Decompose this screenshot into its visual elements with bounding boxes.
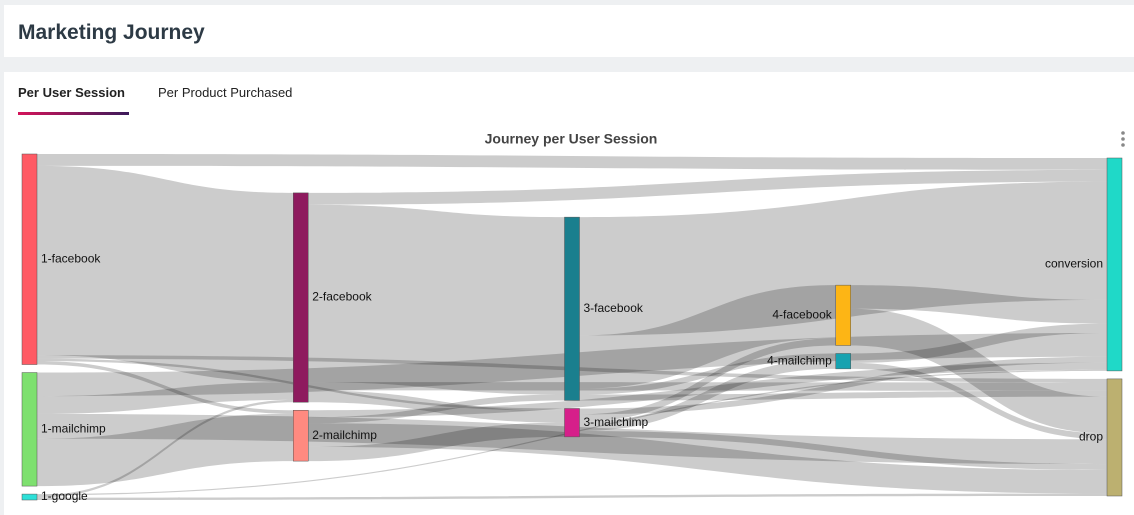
node-label: 2-facebook (312, 290, 372, 304)
node (21, 372, 38, 487)
tab-underline (18, 112, 129, 115)
node-label: 1-google (41, 489, 88, 503)
link (37, 493, 1107, 500)
link (850, 362, 1107, 440)
link (579, 353, 836, 395)
link (308, 169, 1107, 205)
page-title: Marketing Journey (18, 21, 205, 44)
link (579, 285, 836, 389)
link (579, 390, 1107, 401)
node-label: 3-mailchimp (584, 415, 649, 429)
link (579, 356, 1107, 415)
chart: Journey per User Session 1-facebook 1-mai… (21, 131, 1125, 503)
node-label: conversion (1045, 257, 1103, 271)
node (1106, 378, 1123, 497)
link (37, 165, 294, 383)
menu-button[interactable] (1121, 131, 1125, 147)
tab[interactable]: Per User Session (18, 85, 125, 100)
link (37, 360, 294, 414)
link (308, 390, 565, 423)
node-label: 3-facebook (584, 301, 644, 315)
node (564, 216, 580, 401)
link (308, 362, 1107, 418)
link (579, 430, 1107, 470)
link (37, 154, 1107, 170)
node (21, 153, 38, 365)
node (1106, 157, 1123, 372)
link (579, 359, 836, 431)
node (835, 353, 851, 370)
node (293, 409, 309, 462)
node (293, 192, 309, 403)
link (850, 285, 1107, 324)
node-label: 2-mailchimp (312, 428, 377, 442)
link (579, 338, 836, 422)
link (579, 181, 1107, 336)
node-label: 4-facebook (772, 307, 832, 321)
node-label: 4-mailchimp (767, 353, 832, 367)
link (850, 308, 1107, 434)
link (308, 204, 565, 395)
link (308, 423, 1107, 494)
node (835, 284, 851, 346)
header: Marketing Journey (4, 5, 1134, 57)
link (308, 382, 1107, 391)
link (308, 422, 565, 462)
link (37, 382, 294, 414)
chart-title: Journey per User Session (485, 131, 658, 147)
node-label: 1-facebook (41, 251, 101, 265)
node (21, 493, 38, 501)
node (564, 408, 580, 438)
node-label: drop (1079, 430, 1103, 444)
link (37, 399, 294, 498)
tab[interactable]: Per Product Purchased (158, 85, 293, 100)
link (308, 394, 565, 424)
link (850, 323, 1107, 363)
node-label: 1-mailchimp (41, 421, 106, 435)
link (37, 413, 294, 487)
